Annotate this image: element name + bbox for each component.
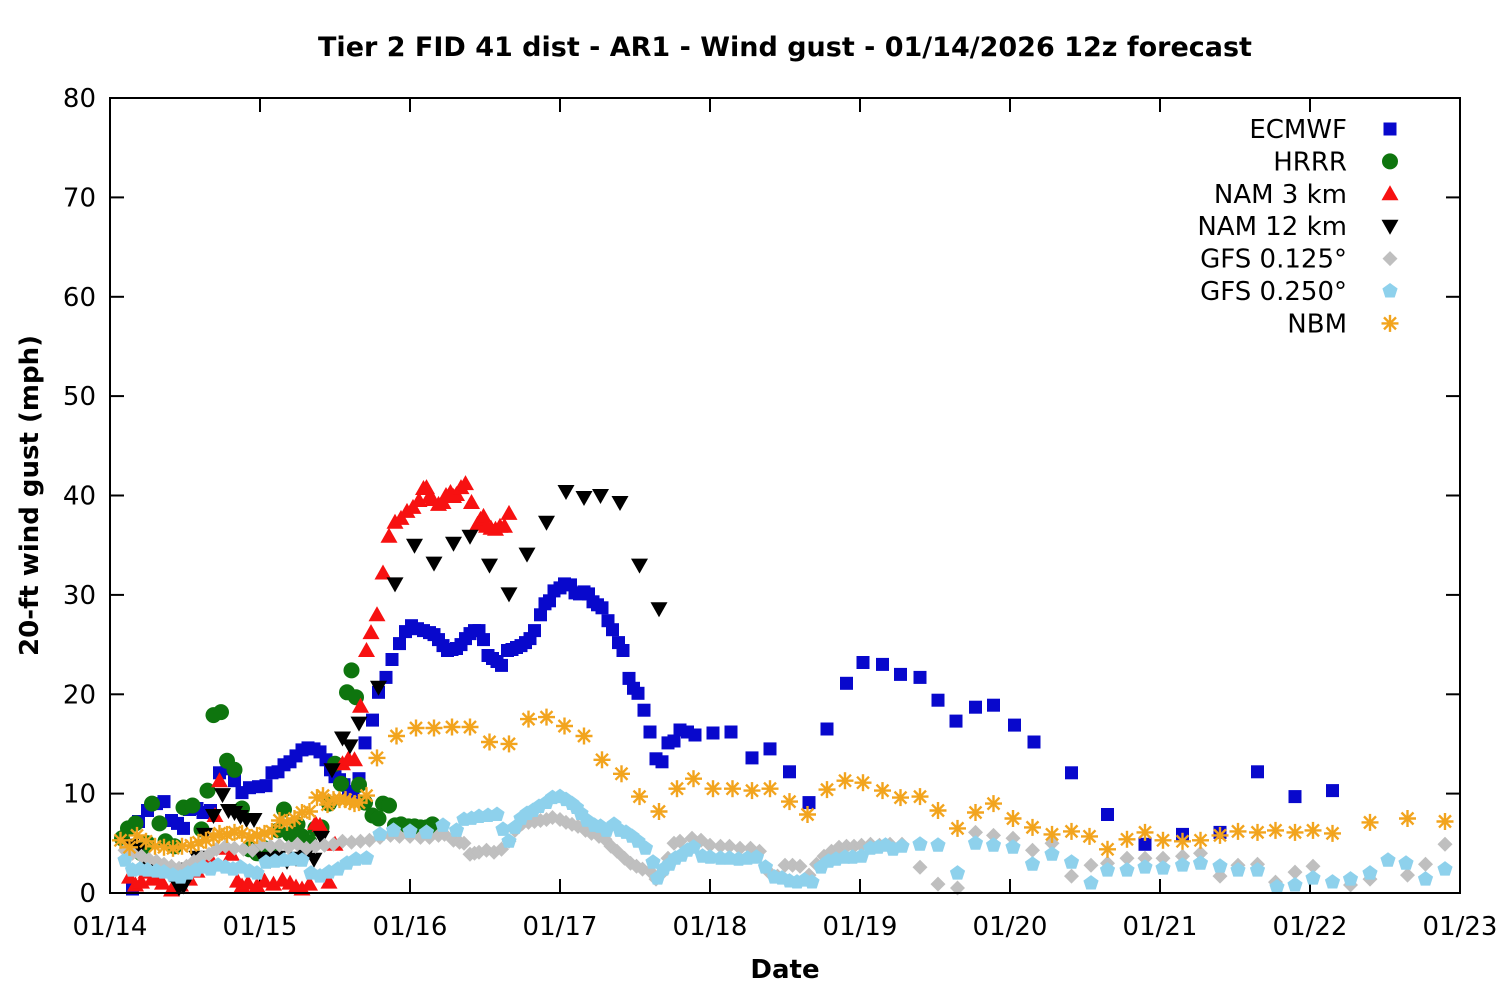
y-tick-label: 30 <box>63 581 96 611</box>
y-tick-label: 20 <box>63 680 96 710</box>
x-tick-label: 01/22 <box>1273 912 1348 942</box>
x-tick-label: 01/23 <box>1423 912 1498 942</box>
legend-marker-gfs-0-125 <box>1382 251 1398 267</box>
x-tick-label: 01/20 <box>973 912 1048 942</box>
plot-border <box>109 97 1461 894</box>
y-tick-label: 60 <box>63 283 96 313</box>
x-axis-ticks: 01/14 01/15 01/16 01/17 01/18 01/19 01/20 01/21… <box>73 98 1498 942</box>
legend-label-gfs-0-125: GFS 0.125° <box>1200 245 1347 275</box>
legend-label-ecmwf: ECMWF <box>1249 115 1347 145</box>
x-tick-label: 01/17 <box>523 912 598 942</box>
x-tick-label: 01/16 <box>373 912 448 942</box>
chart-title: Tier 2 FID 41 dist - AR1 - Wind gust - 0… <box>318 32 1252 63</box>
legend-marker-nbm <box>1381 314 1399 332</box>
series-gfs-0-250-points <box>117 788 1453 894</box>
y-tick-label: 10 <box>63 780 96 810</box>
y-axis-ticks: 0 10 20 30 40 50 60 70 80 <box>63 84 1460 909</box>
legend-marker-hrrr <box>1382 153 1398 170</box>
x-tick-label: 01/21 <box>1123 912 1198 942</box>
y-tick-label: 50 <box>63 382 96 412</box>
legend-label-gfs-0-250: GFS 0.250° <box>1200 277 1347 307</box>
x-axis-label: Date <box>750 955 819 985</box>
legend-label-nam-3-km: NAM 3 km <box>1214 180 1347 210</box>
x-tick-label: 01/15 <box>223 912 298 942</box>
y-axis-label: 20-ft wind gust (mph) <box>15 335 45 656</box>
legend-label-nam-12-km: NAM 12 km <box>1197 212 1347 242</box>
legend-label-nbm: NBM <box>1287 309 1347 339</box>
legend-marker-nam-3-km <box>1381 185 1399 201</box>
y-tick-label: 80 <box>63 84 96 114</box>
legend-marker-nam-12-km <box>1381 219 1399 235</box>
y-tick-label: 0 <box>79 879 96 909</box>
legend-marker-ecmwf <box>1383 122 1397 136</box>
legend-marker-gfs-0-250 <box>1382 283 1398 298</box>
y-tick-label: 70 <box>63 183 96 213</box>
x-tick-label: 01/14 <box>73 912 148 942</box>
x-tick-label: 01/19 <box>823 912 898 942</box>
x-tick-label: 01/18 <box>673 912 748 942</box>
y-tick-label: 40 <box>63 482 96 512</box>
series-nbm-points <box>112 708 1454 858</box>
legend-label-hrrr: HRRR <box>1273 147 1347 177</box>
